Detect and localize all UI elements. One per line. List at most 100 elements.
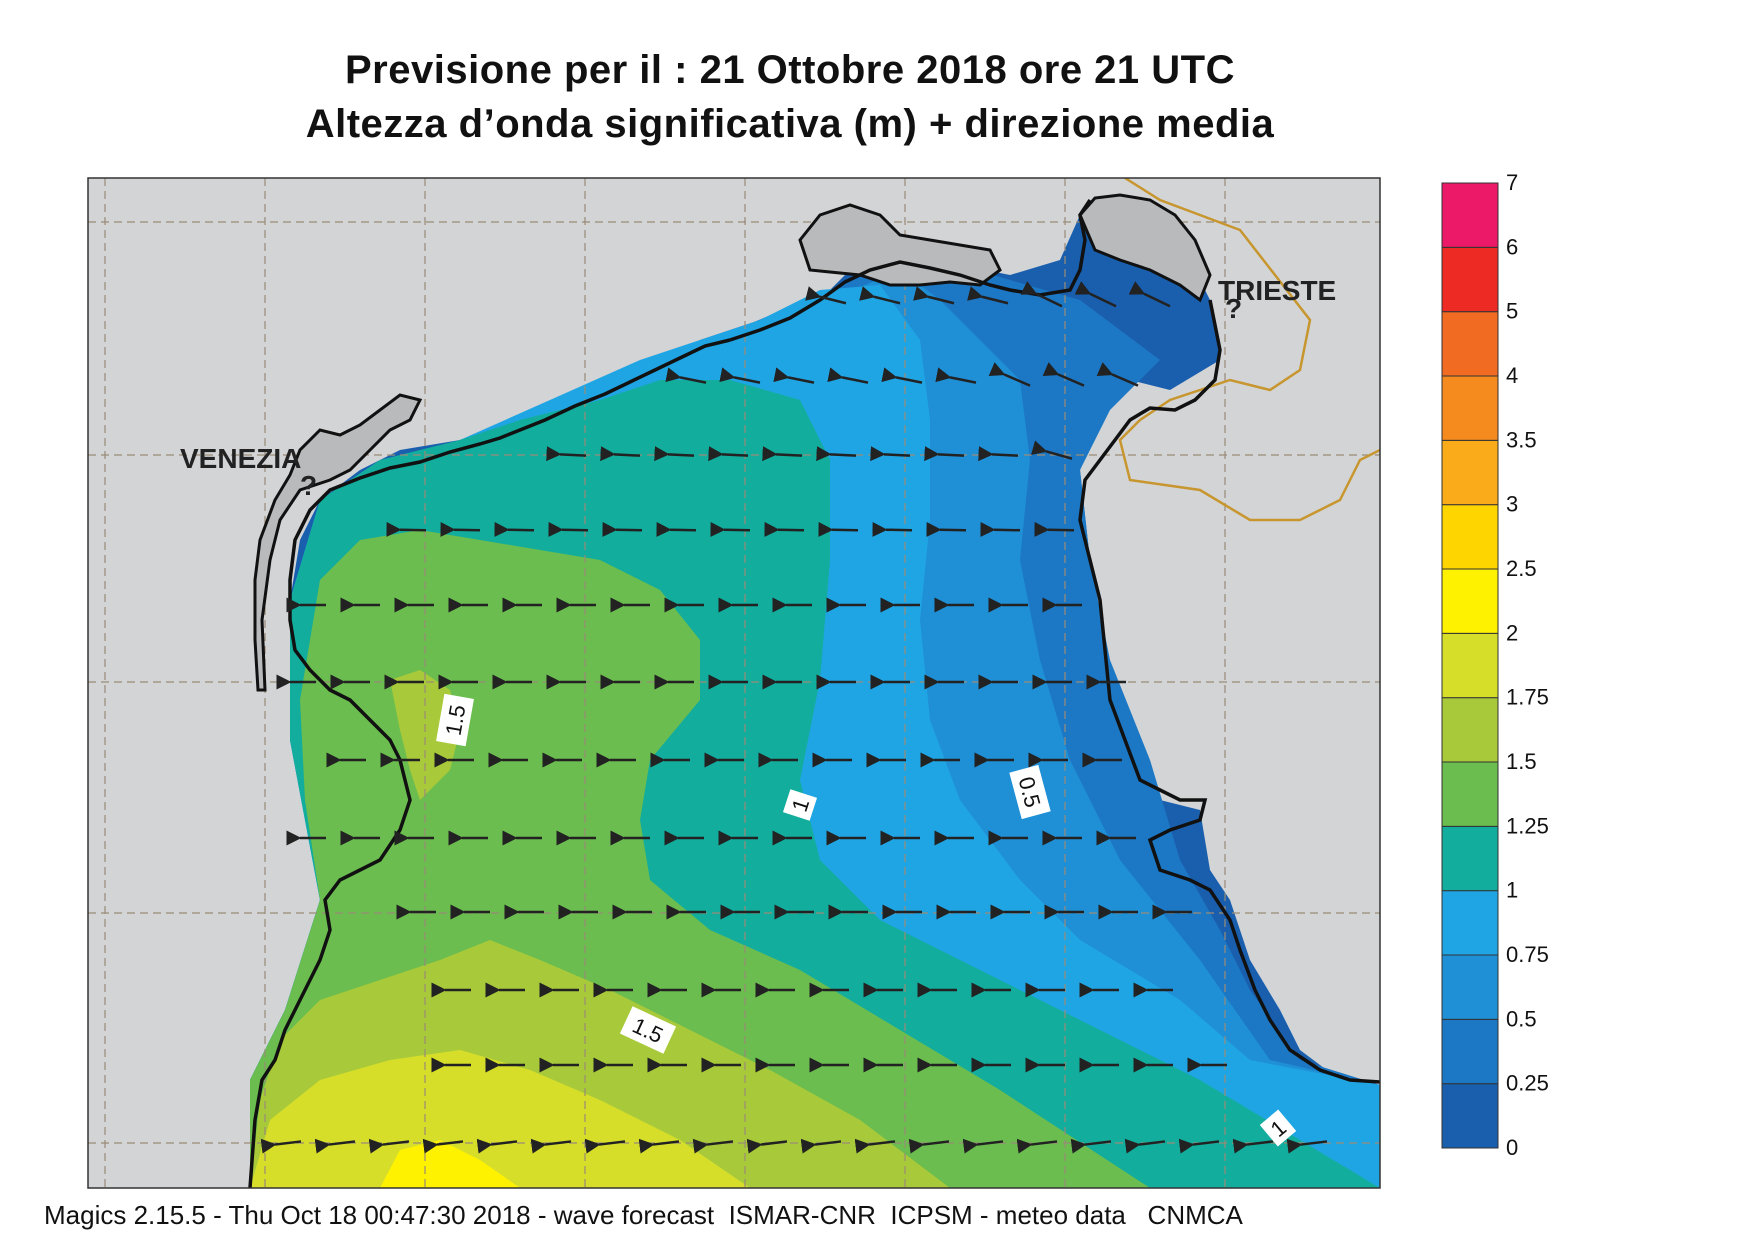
direction-arrow	[1178, 1138, 1220, 1154]
title-line-1: Previsione per il : 21 Ottobre 2018 ore …	[345, 48, 1235, 92]
direction-arrow	[260, 1138, 302, 1154]
direction-arrow	[584, 1138, 626, 1154]
direction-arrow	[314, 1138, 356, 1154]
colorbar-swatch	[1441, 1018, 1499, 1085]
direction-arrow	[773, 367, 815, 384]
footer-credits: Magics 2.15.5 - Thu Oct 18 00:47:30 2018…	[44, 1200, 1243, 1230]
colorbar-label: 4	[1506, 363, 1518, 388]
colorbar-swatch	[1441, 246, 1499, 313]
colorbar-swatch	[1441, 761, 1499, 827]
coastline-west	[248, 338, 731, 1188]
direction-arrow	[764, 521, 805, 537]
colorbar-swatch	[1441, 504, 1499, 570]
direction-arrow	[476, 1138, 518, 1154]
direction-arrow	[638, 1138, 680, 1154]
direction-arrow	[762, 446, 803, 462]
direction-arrow	[1124, 1138, 1166, 1154]
colorbar-label: 3.5	[1506, 427, 1537, 452]
direction-arrows	[260, 281, 1328, 1154]
colorbar-label: 1.5	[1506, 749, 1537, 774]
colorbar-swatch	[1441, 568, 1499, 634]
colorbar-label: 1.25	[1506, 813, 1549, 838]
direction-arrow	[1232, 1138, 1274, 1154]
direction-arrow	[967, 286, 1009, 305]
direction-arrow	[913, 286, 955, 305]
direction-arrow	[818, 521, 859, 537]
land-detail	[253, 193, 1212, 692]
direction-arrow	[1128, 281, 1171, 308]
direction-arrow	[656, 521, 697, 537]
direction-arrow	[962, 1138, 1004, 1154]
colorbar-label: 2.5	[1506, 556, 1537, 581]
direction-arrow	[1286, 1138, 1328, 1154]
colorbar-label: 6	[1506, 234, 1518, 259]
direction-arrow	[816, 446, 857, 462]
direction-arrow	[368, 1138, 410, 1154]
direction-arrow	[827, 367, 869, 384]
direction-arrow	[1070, 1138, 1112, 1154]
colorbar-swatch	[1441, 439, 1499, 506]
place-label-venezia: VENEZIA	[180, 443, 301, 474]
direction-arrow	[854, 1138, 896, 1154]
colorbar-swatch	[1441, 311, 1499, 377]
contour-label-1-center: 1	[782, 789, 818, 821]
colorbar-label: 0	[1506, 1135, 1518, 1160]
direction-arrow	[926, 521, 967, 537]
colorbar-label: 1	[1506, 878, 1518, 903]
colorbar-label: 7	[1506, 170, 1518, 195]
direction-arrow	[386, 521, 427, 537]
contour-label-0-5: 0.5	[1009, 764, 1051, 820]
colorbar-swatch	[1441, 697, 1499, 763]
colorbar-label: 0.25	[1506, 1071, 1549, 1096]
direction-arrow	[800, 1138, 842, 1154]
colorbar-label: 2	[1506, 620, 1518, 645]
direction-arrow	[881, 367, 923, 384]
direction-arrow	[1016, 1138, 1058, 1154]
direction-arrow	[872, 521, 913, 537]
colorbar-label: 3	[1506, 492, 1518, 517]
direction-arrow	[665, 367, 707, 384]
direction-arrow	[1042, 362, 1085, 387]
colorbar: 0 0.25 0.5 0.75 1 1.25 1.5 1.75 2 2.5 3 3.5 4 5 6 7	[1441, 170, 1549, 1160]
direction-arrow	[710, 521, 751, 537]
direction-arrow	[719, 367, 761, 384]
place-label-trieste: TRIESTE	[1218, 275, 1336, 306]
direction-arrow	[924, 446, 965, 462]
direction-arrow	[600, 446, 641, 462]
direction-arrow	[1034, 521, 1075, 537]
direction-arrow	[494, 521, 535, 537]
direction-arrow	[548, 521, 589, 537]
direction-arrow	[935, 367, 977, 384]
coastline-north	[729, 199, 1092, 342]
direction-arrow	[1096, 362, 1139, 387]
colorbar-swatch	[1441, 890, 1499, 956]
place-icon-trieste: ?	[1225, 293, 1242, 324]
direction-arrow	[530, 1138, 572, 1154]
direction-arrow	[978, 446, 1019, 462]
direction-arrow	[692, 1138, 734, 1154]
colorbar-label: 5	[1506, 299, 1518, 324]
coastline-istria	[1078, 299, 1380, 1084]
colorbar-swatch	[1441, 632, 1499, 699]
direction-arrow	[908, 1138, 950, 1154]
colorbar-swatch	[1441, 825, 1499, 892]
direction-arrow	[870, 446, 911, 462]
direction-arrow	[859, 286, 901, 305]
colorbar-swatch	[1441, 1083, 1499, 1149]
contour-label-1-5-north: 1.5	[436, 693, 474, 747]
direction-arrow	[440, 521, 481, 537]
colorbar-label: 1.75	[1506, 685, 1549, 710]
direction-arrow	[1030, 440, 1073, 460]
direction-arrow	[422, 1138, 464, 1154]
colorbar-swatch	[1441, 375, 1499, 441]
colorbar-label: 0.75	[1506, 942, 1549, 967]
contour-label-text: 1.5	[441, 703, 471, 737]
colorbar-swatch	[1441, 954, 1499, 1020]
direction-arrow	[1020, 281, 1063, 308]
direction-arrow	[746, 1138, 788, 1154]
map-frame	[87, 177, 1381, 1189]
direction-arrow	[980, 521, 1021, 537]
direction-arrow	[988, 362, 1031, 387]
place-icon-venezia: ?	[300, 470, 317, 501]
